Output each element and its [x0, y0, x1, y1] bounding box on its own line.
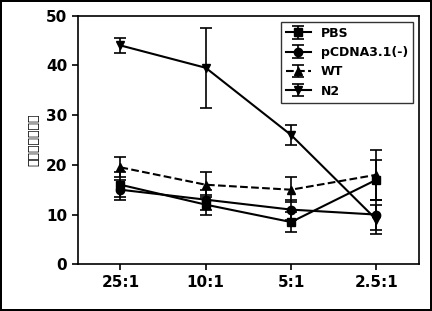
Legend: PBS, pCDNA3.1(-), WT, N2: PBS, pCDNA3.1(-), WT, N2 — [280, 22, 413, 103]
Y-axis label: 特异性杀伤效率: 特异性杀伤效率 — [27, 114, 41, 166]
